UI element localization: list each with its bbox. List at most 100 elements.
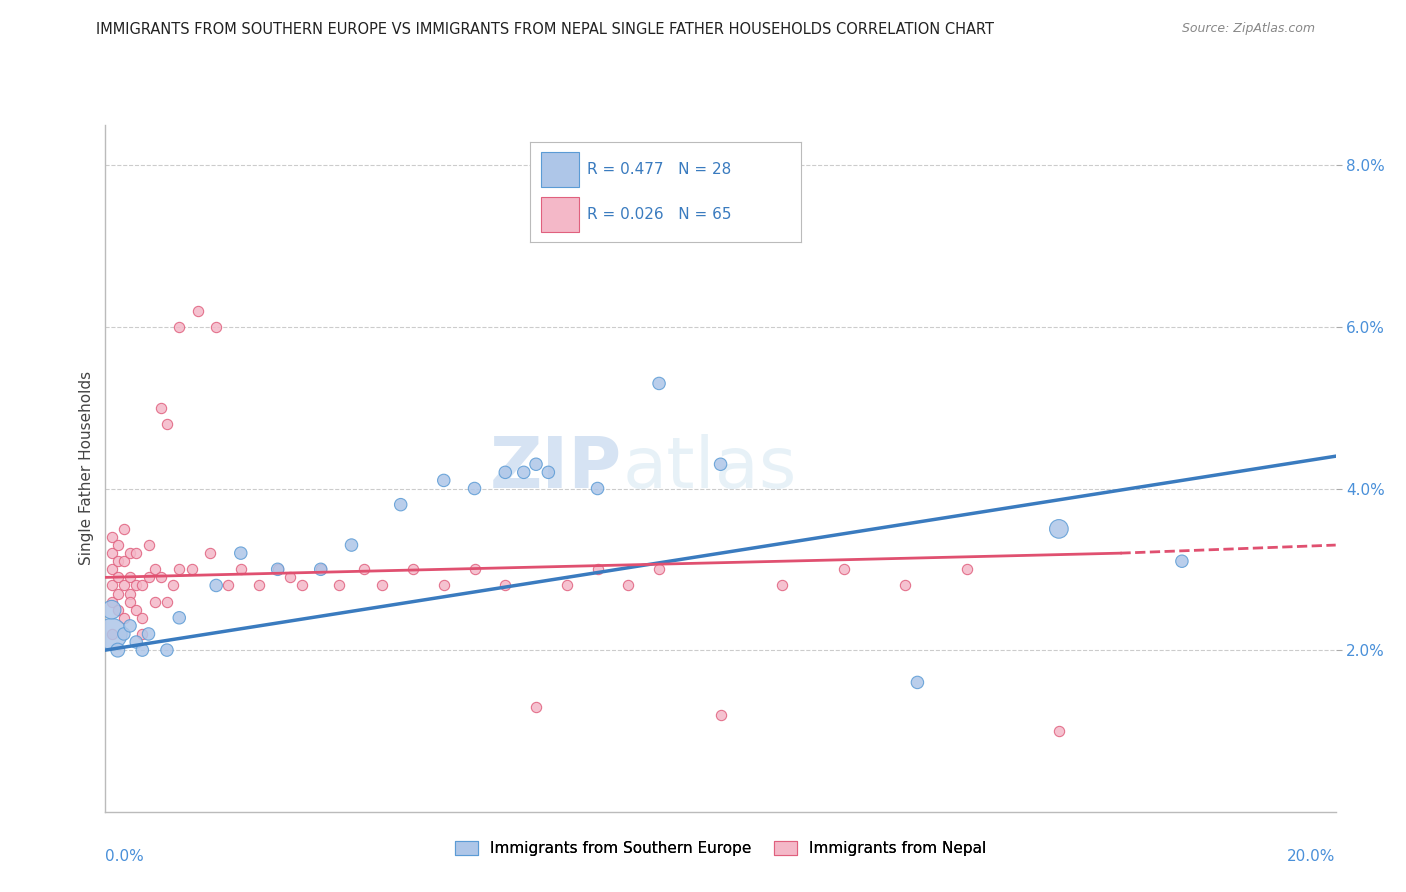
Point (586, 482, 609, 496)
Point (112, 578, 135, 592)
Point (131, 643, 153, 657)
Point (353, 562, 375, 576)
Point (555, 578, 578, 592)
Point (648, 376, 671, 391)
Point (100, 530, 122, 544)
Point (149, 570, 172, 584)
Point (131, 611, 153, 625)
Point (138, 627, 160, 641)
Point (120, 546, 141, 560)
Point (328, 578, 350, 592)
Point (125, 546, 148, 560)
Point (524, 457, 547, 471)
Point (107, 538, 129, 552)
Point (107, 554, 129, 568)
Point (371, 578, 394, 592)
Point (112, 627, 135, 641)
Point (100, 594, 122, 608)
Point (907, 675, 929, 690)
Point (120, 586, 141, 600)
Point (464, 562, 486, 576)
Point (309, 562, 332, 576)
Point (309, 562, 332, 576)
Point (100, 627, 122, 641)
Point (229, 546, 252, 560)
Text: 20.0%: 20.0% (1288, 849, 1336, 864)
Point (586, 562, 609, 576)
Point (112, 554, 135, 568)
Point (710, 457, 733, 471)
Point (247, 578, 270, 592)
Legend: Immigrants from Southern Europe, Immigrants from Nepal: Immigrants from Southern Europe, Immigra… (449, 835, 993, 863)
Point (107, 643, 129, 657)
Text: 0.0%: 0.0% (105, 849, 145, 864)
Text: IMMIGRANTS FROM SOUTHERN EUROPE VS IMMIGRANTS FROM NEPAL SINGLE FATHER HOUSEHOLD: IMMIGRANTS FROM SOUTHERN EUROPE VS IMMIG… (96, 22, 994, 37)
Point (120, 570, 141, 584)
Point (832, 562, 855, 576)
Point (120, 594, 141, 608)
Point (464, 482, 486, 496)
Text: Source: ZipAtlas.com: Source: ZipAtlas.com (1181, 22, 1315, 36)
Point (156, 594, 179, 608)
Point (107, 570, 129, 584)
Point (389, 498, 412, 512)
Point (100, 627, 122, 641)
Point (267, 562, 290, 576)
Point (112, 611, 135, 625)
Point (169, 611, 191, 625)
Point (169, 319, 191, 334)
Text: atlas: atlas (621, 434, 797, 503)
Point (494, 578, 516, 592)
Point (100, 603, 122, 617)
Point (205, 578, 228, 592)
Point (494, 466, 516, 480)
Point (131, 627, 153, 641)
Point (537, 466, 560, 480)
Point (100, 546, 122, 560)
Point (169, 562, 191, 576)
Point (648, 562, 671, 576)
Point (1047, 723, 1070, 738)
Point (710, 707, 733, 722)
Point (125, 635, 148, 649)
Point (340, 538, 363, 552)
Point (617, 578, 640, 592)
Point (1171, 554, 1194, 568)
Point (125, 578, 148, 592)
Point (112, 522, 135, 536)
Point (143, 562, 166, 576)
Point (278, 570, 301, 584)
Point (149, 401, 172, 415)
Point (107, 603, 129, 617)
Point (229, 562, 252, 576)
Point (131, 578, 153, 592)
Point (138, 538, 160, 552)
Point (1047, 522, 1070, 536)
Point (100, 562, 122, 576)
Point (956, 562, 979, 576)
Point (156, 417, 179, 431)
Point (205, 319, 228, 334)
Point (267, 562, 290, 576)
Point (524, 699, 547, 714)
Point (770, 578, 793, 592)
Point (402, 562, 425, 576)
Point (162, 578, 184, 592)
Text: ZIP: ZIP (489, 434, 621, 503)
Point (894, 578, 917, 592)
Point (433, 578, 456, 592)
Point (100, 578, 122, 592)
Point (120, 619, 141, 633)
Point (433, 474, 456, 488)
Point (187, 303, 209, 318)
Y-axis label: Single Father Households: Single Father Households (79, 371, 94, 566)
Point (513, 466, 536, 480)
Point (156, 643, 179, 657)
Point (198, 546, 221, 560)
Point (291, 578, 314, 592)
Point (218, 578, 240, 592)
Point (138, 570, 160, 584)
Point (143, 594, 166, 608)
Point (180, 562, 202, 576)
Point (107, 586, 129, 600)
